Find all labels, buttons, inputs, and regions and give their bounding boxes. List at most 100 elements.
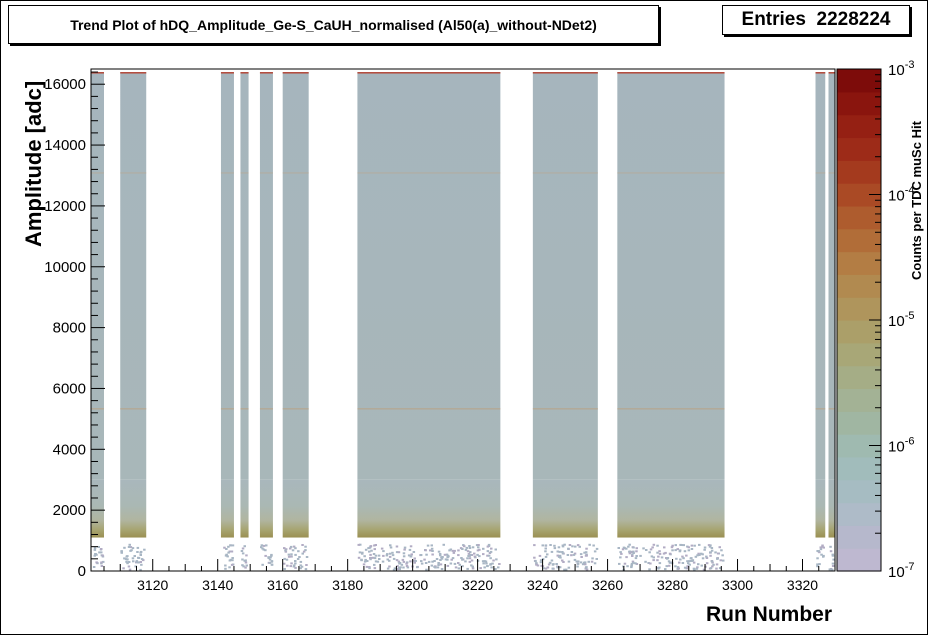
sparse-hit [229,558,233,561]
sparse-hit [416,566,419,569]
sparse-hit [539,561,543,564]
sparse-hit [579,561,583,564]
sparse-hit [431,550,434,552]
sparse-hit [294,547,297,550]
sparse-hit [284,550,288,553]
sparse-hit [457,549,460,552]
sparse-hit [134,565,137,568]
run-band-line [357,408,501,410]
sparse-hit [486,554,489,557]
sparse-hit [695,567,699,570]
entries-label: Entries [741,9,806,30]
sparse-hit [457,562,460,564]
sparse-hit [567,547,570,550]
sparse-hit [228,550,231,553]
sparse-hit [571,545,574,548]
sparse-hit [822,554,825,557]
sparse-hit [583,561,586,564]
sparse-hit [678,549,682,552]
sparse-hit [710,547,714,549]
sparse-hit [425,553,428,556]
sparse-hit [590,560,594,563]
sparse-hit [433,560,436,562]
color-scale-step [837,342,881,367]
sparse-hit [683,550,687,553]
sparse-hit [401,558,405,561]
sparse-hit [634,557,638,560]
plot-title: Trend Plot of hDQ_Amplitude_Ge-S_CaUH_no… [70,16,597,33]
sparse-hit [696,566,699,569]
sparse-hit [628,543,631,546]
sparse-hit [397,566,401,569]
sparse-hit [619,551,622,554]
sparse-hit [468,547,472,549]
sparse-hit [685,554,688,557]
sparse-hit [244,561,248,564]
sparse-hit [559,556,562,559]
sparse-hit [476,549,480,552]
sparse-hit [642,547,645,550]
sparse-hit [136,551,139,553]
sparse-hit [367,547,370,550]
run-band-lower [240,479,249,538]
sparse-hit [304,568,308,571]
sparse-hit [469,551,472,554]
z-tick-label: 10-4 [888,185,914,205]
sparse-hit [705,557,709,559]
run-band-line [828,408,835,410]
sparse-hit [454,566,458,569]
sparse-hit [716,552,720,555]
color-scale-step [837,91,881,116]
sparse-hit [657,555,660,558]
sparse-hit [100,551,103,554]
sparse-hit [461,548,464,550]
sparse-hit [564,568,568,571]
sparse-hit [686,545,689,548]
y-tick-label: 0 [78,563,86,580]
sparse-hit [461,565,464,568]
sparse-hit [471,567,475,570]
sparse-hit [485,562,488,565]
color-scale-step [837,251,881,275]
sparse-hit [588,543,591,546]
sparse-hit [366,560,369,562]
sparse-hit [832,558,835,561]
sparse-hit [715,567,718,570]
sparse-hit [625,547,628,550]
run-band-overflow [617,72,725,74]
sparse-hit [477,546,480,549]
sparse-hit [461,558,464,561]
sparse-hit [289,547,292,550]
color-scale-step [837,137,881,161]
sparse-hit [358,551,362,554]
sparse-hit [440,557,444,560]
sparse-hit [286,564,289,567]
sparse-hit [626,565,629,568]
sparse-hit [270,560,274,563]
run-bands [91,72,835,538]
run-band-line [120,408,147,410]
sparse-hits [92,543,835,571]
color-scale-step [837,297,881,321]
sparse-hit [491,562,494,565]
sparse-hit [127,565,131,568]
sparse-hit [414,560,417,562]
sparse-hit [120,550,123,553]
sparse-hit [533,544,536,547]
sparse-hit [650,555,654,558]
sparse-hit [129,546,133,549]
sparse-hit [716,557,719,560]
sparse-hit [284,549,287,552]
run-band-line [532,172,598,174]
sparse-hit [93,554,96,557]
sparse-hit [652,556,655,559]
sparse-hit [120,551,123,554]
run-band-upper [828,72,835,480]
sparse-hit [700,564,703,567]
sparse-hit [718,567,722,570]
sparse-hit [228,566,231,569]
sparse-hit [264,549,267,552]
sparse-hit [556,566,559,569]
sparse-hit [711,561,714,564]
